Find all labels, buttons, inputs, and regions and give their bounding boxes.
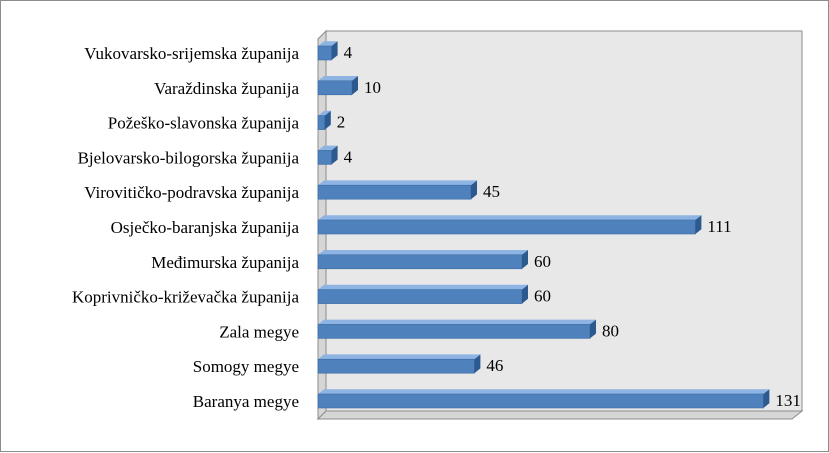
category-label: Vukovarsko-srijemska županija (84, 44, 299, 63)
bar-end (352, 76, 358, 95)
value-label: 4 (344, 43, 353, 62)
bar-end (331, 145, 338, 165)
bar-front (317, 358, 475, 374)
bar-front (317, 45, 332, 61)
category-label: Somogy megye (193, 357, 299, 376)
bar-end (324, 110, 331, 130)
bar-end (695, 215, 702, 234)
bar-front (317, 324, 591, 339)
category-labels: Vukovarsko-srijemska županija Varaždinska… (72, 44, 299, 411)
bar-top (318, 180, 477, 186)
bar-top (318, 215, 702, 220)
category-label: Baranya megye (193, 392, 299, 411)
bar-top (318, 319, 596, 325)
category-label: Koprivničko-križevačka županija (72, 288, 299, 307)
bar-front (317, 80, 353, 96)
bar-end (522, 250, 528, 269)
floor (316, 410, 804, 420)
value-label: 80 (602, 321, 619, 340)
bar-end (471, 180, 477, 200)
bar (317, 319, 596, 339)
bar (317, 215, 702, 235)
bar-front (317, 150, 332, 165)
bar (317, 41, 338, 61)
bar-top (318, 145, 338, 151)
bar-top (318, 389, 770, 394)
bar (317, 76, 358, 96)
bar-top (318, 41, 338, 46)
bar (317, 110, 331, 130)
value-label: 46 (486, 356, 503, 375)
bar-top (318, 284, 528, 290)
bars (317, 41, 770, 409)
bar-top (318, 354, 481, 360)
value-label: 60 (534, 252, 551, 271)
bar (317, 250, 528, 270)
category-label: Zala megye (219, 322, 299, 341)
value-label: 2 (337, 113, 346, 132)
bar (317, 145, 338, 165)
bar-end (474, 354, 481, 374)
bar (317, 180, 477, 200)
bar-end (590, 319, 596, 339)
bar (317, 284, 528, 304)
bar (317, 354, 481, 374)
bar-front (317, 254, 523, 270)
value-label: 60 (534, 287, 551, 306)
value-labels: 4 10 2 4 45 111 60 60 80 46 131 (337, 43, 801, 410)
bar-end (763, 389, 770, 408)
bar-front (317, 289, 523, 304)
value-label: 131 (775, 391, 801, 410)
bar-front (317, 219, 696, 235)
bar-front (317, 115, 326, 130)
bar-end (331, 41, 338, 60)
bar-front (317, 184, 472, 200)
category-label: Požeško-slavonska županija (108, 114, 300, 133)
category-label: Virovitičko-podravska županija (84, 183, 299, 202)
bar (317, 389, 770, 409)
bar-top (318, 110, 331, 116)
value-label: 111 (707, 217, 731, 236)
value-label: 4 (344, 147, 353, 166)
category-label: Varaždinska županija (154, 79, 299, 98)
bar-end (522, 284, 528, 304)
bar-top (318, 76, 358, 81)
value-label: 10 (364, 78, 381, 97)
value-label: 45 (483, 182, 500, 201)
category-label: Osječko-baranjska županija (111, 218, 300, 237)
category-label: Bjelovarsko-bilogorska županija (78, 148, 300, 167)
category-label: Međimurska županija (151, 253, 299, 272)
bar-top (318, 250, 528, 255)
bar-front (317, 393, 764, 409)
